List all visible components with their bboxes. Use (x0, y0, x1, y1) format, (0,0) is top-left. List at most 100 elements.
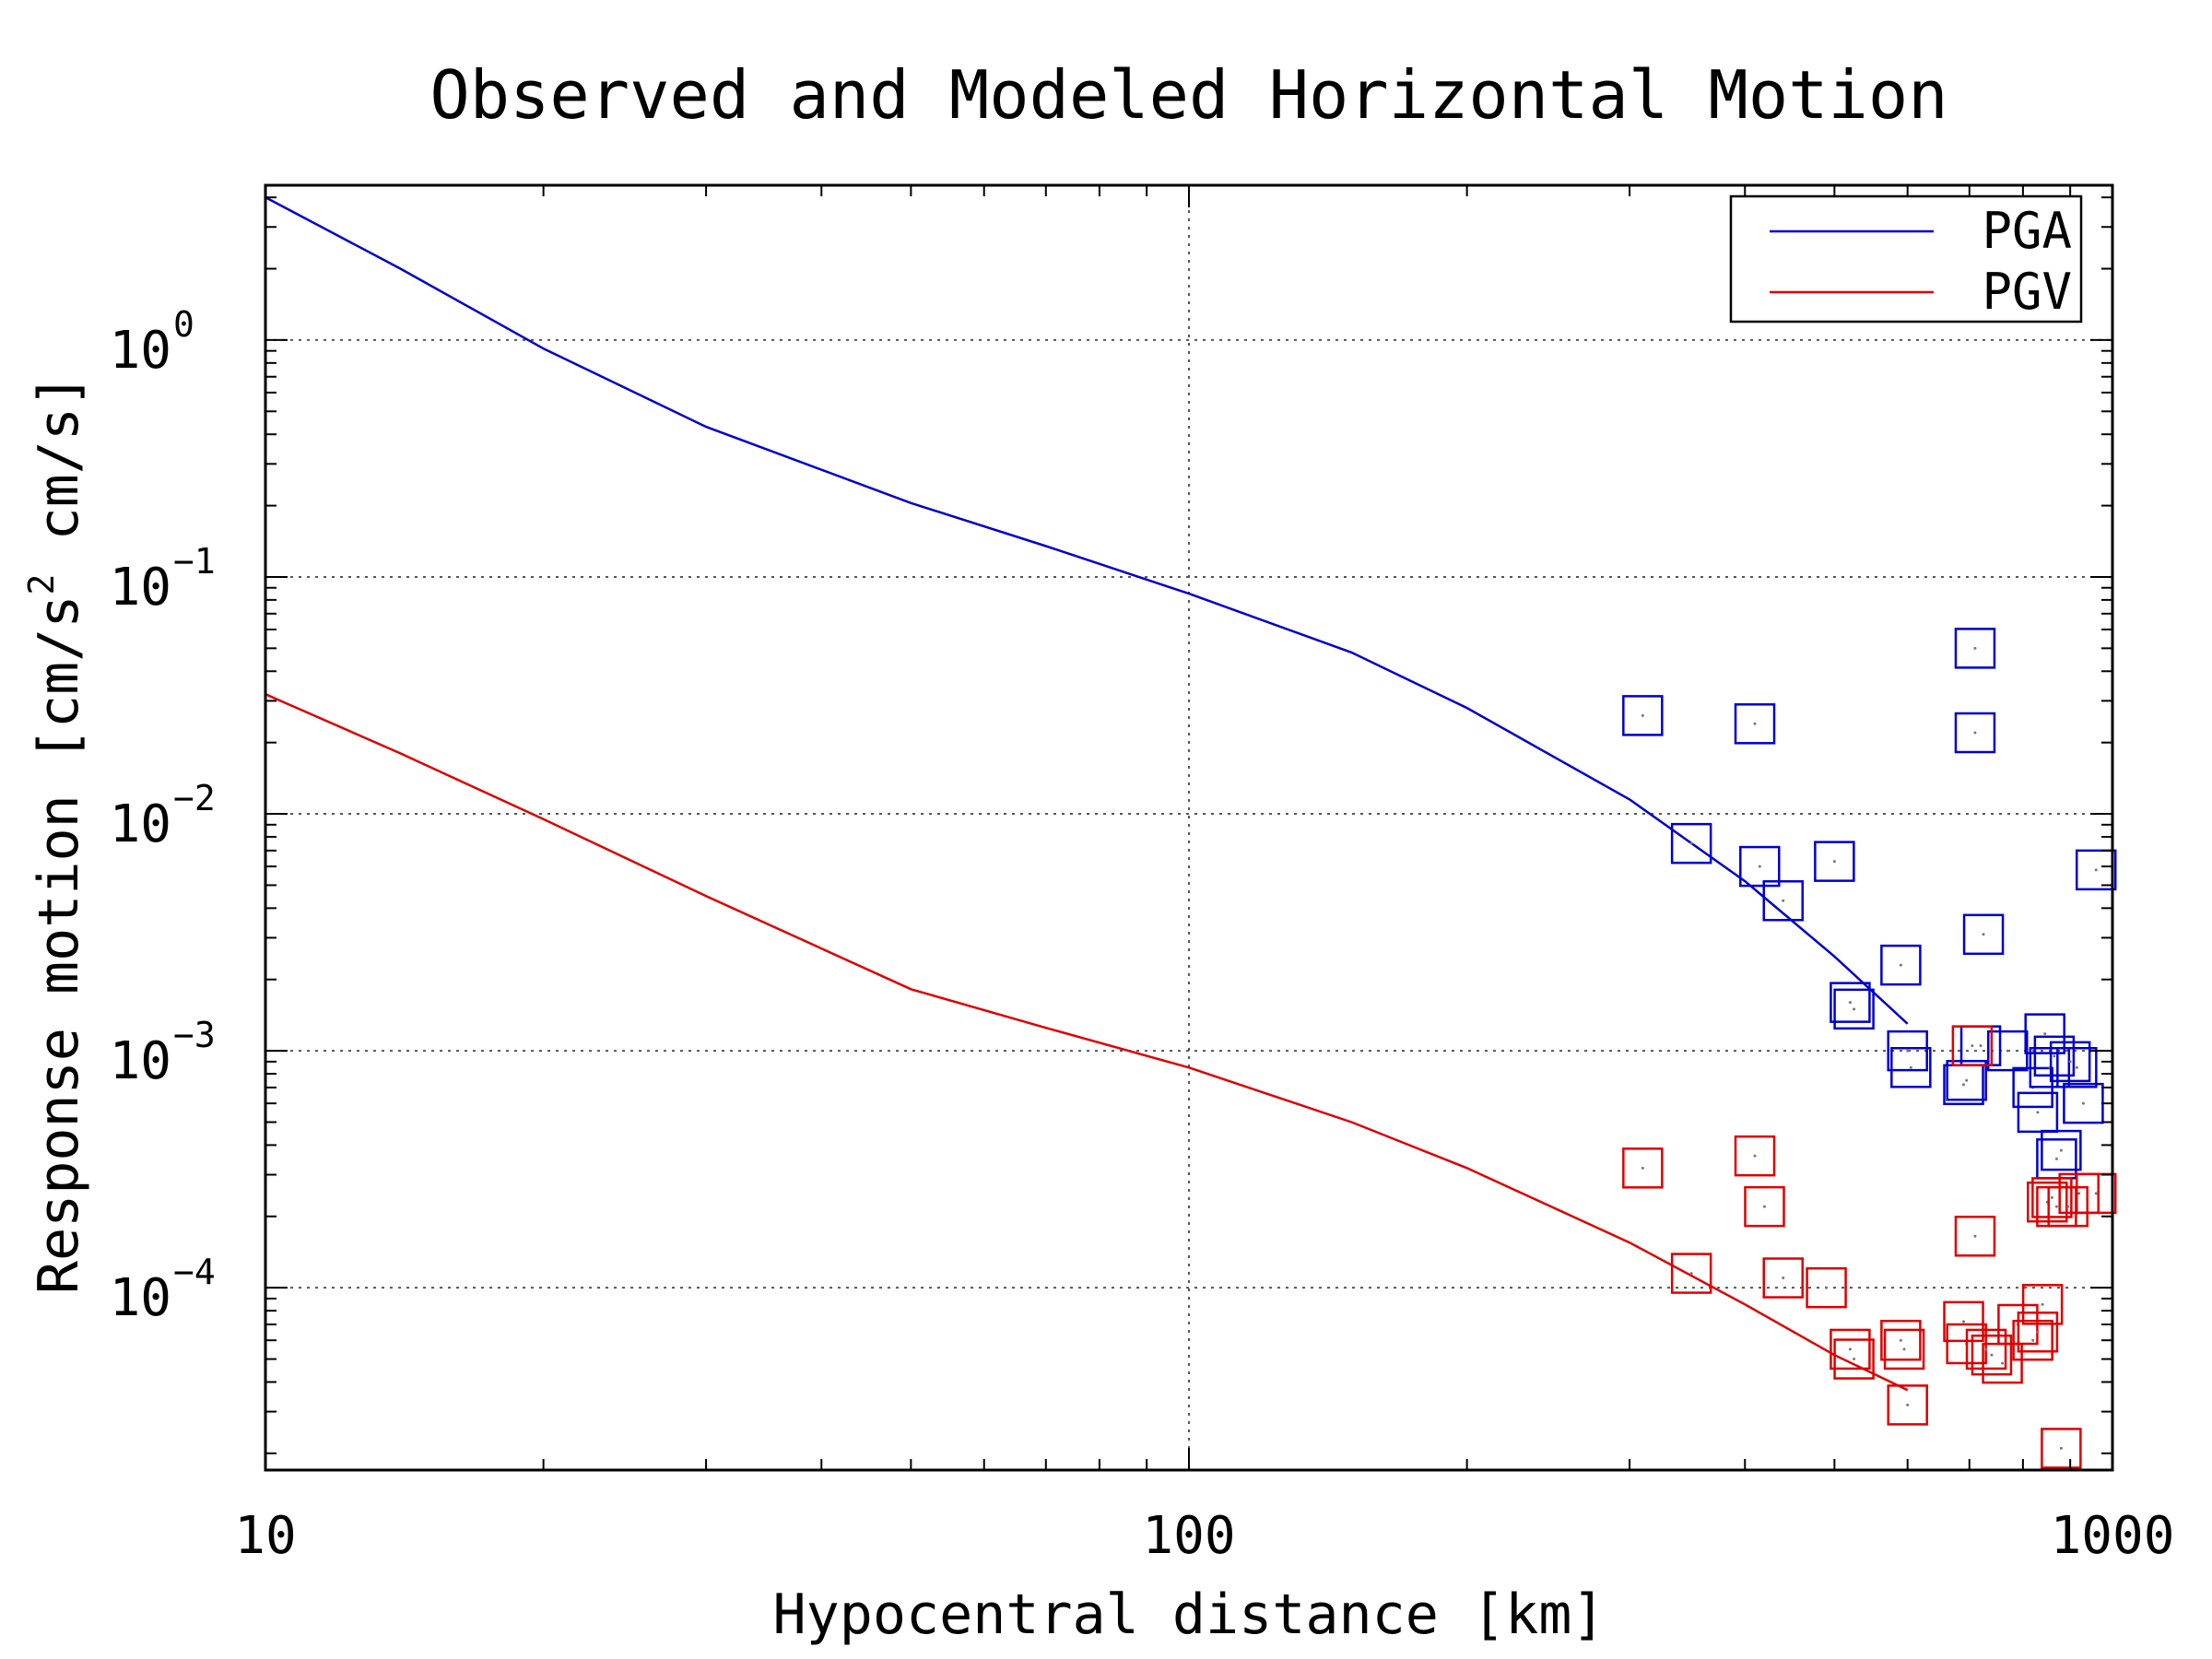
data-point-center (2036, 1111, 2040, 1114)
data-point-pgv (2075, 1172, 2117, 1215)
data-point-pga (1833, 988, 1875, 1030)
data-point-pga (1670, 822, 1712, 865)
data-point-pgv (1965, 1328, 2007, 1371)
data-point-pgv (2017, 1312, 2059, 1353)
data-point-center (2075, 1065, 2078, 1069)
data-point-pgv (1670, 1253, 1712, 1294)
observations-pgv (1622, 1025, 2117, 1469)
observations (1622, 628, 2117, 1469)
data-point-pgv (2012, 1319, 2053, 1361)
data-point-pga (1734, 703, 1776, 745)
y-tick-label: 10 (110, 558, 171, 618)
data-point-center (1753, 1154, 1757, 1158)
data-point-pgv (1830, 1328, 1871, 1371)
data-point-pga (1890, 1047, 1932, 1088)
data-point-center (2059, 1446, 2063, 1450)
y-tick-label: 10 (110, 321, 171, 381)
data-point-pgv (2031, 1177, 2073, 1218)
x-axis-label: Hypocentral distance [km] (772, 1583, 1605, 1647)
chart-title: Observed and Modeled Horizontal Motion (429, 56, 1947, 134)
data-point-center (1982, 933, 1985, 936)
y-axis-label-sup: 2 (21, 574, 62, 595)
data-point-center (2081, 1101, 2085, 1105)
data-point-pga (2056, 1047, 2098, 1088)
data-point-pgv (1880, 1319, 1922, 1361)
data-point-center (1782, 899, 1785, 902)
data-point-center (1909, 1065, 1912, 1069)
data-point-center (1990, 1353, 1994, 1357)
data-point-center (1758, 865, 1761, 868)
plot-frame (264, 183, 2114, 1472)
series-line-pgv (265, 693, 1909, 1392)
data-point-center (1689, 841, 1693, 845)
data-point-pga (2049, 1041, 2091, 1083)
data-point-pga (2029, 1047, 2071, 1088)
y-axis-label-main: Response motion [cm/s (27, 595, 91, 1295)
data-point-pga (1739, 845, 1781, 888)
data-point-pgv (2021, 1284, 2064, 1325)
data-point-pgv (1954, 1216, 1996, 1257)
data-point-pgv (1951, 1025, 1994, 1066)
data-point-center (1753, 722, 1757, 725)
y-tick-label: 10 (110, 794, 171, 854)
data-point-center (1973, 1234, 1977, 1238)
model-lines (265, 195, 1909, 1392)
data-point-pga (1954, 712, 1996, 754)
data-point-center (1782, 1277, 1785, 1280)
data-point-pga (1987, 1030, 2029, 1072)
data-point-center (1825, 1286, 1829, 1289)
data-point-center (1965, 1078, 1969, 1082)
data-point-center (1979, 1044, 1983, 1048)
data-point-pgv (1744, 1185, 1785, 1228)
data-point-center (2094, 1192, 2098, 1195)
data-point-center (1906, 1403, 1910, 1406)
x-tick-label: 10 (234, 1506, 296, 1566)
data-point-center (1902, 1347, 1906, 1351)
data-point-center (2077, 1192, 2081, 1195)
data-point-pga (1814, 841, 1855, 882)
data-point-pga (2075, 849, 2117, 891)
data-point-pga (1887, 1030, 1928, 1072)
data-point-pga (1830, 982, 1871, 1023)
data-point-center (1848, 1001, 1852, 1005)
data-point-pga (1954, 628, 1996, 669)
data-point-center (2094, 868, 2098, 872)
data-point-pga (1762, 880, 1804, 922)
data-point-center (1853, 1007, 1856, 1011)
observations-pga (1622, 628, 2117, 1180)
y-tick-exponent: 0 (173, 304, 194, 345)
data-point-center (1962, 1083, 1966, 1087)
data-point-pga (1946, 1059, 1987, 1101)
data-point-center (1971, 1044, 1974, 1048)
data-point-center (2036, 1330, 2040, 1334)
data-point-center (1641, 1166, 1644, 1170)
data-point-center (2054, 1157, 2058, 1160)
data-point-pgv (1943, 1300, 1984, 1343)
y-axis-label-tail: cm/s] (27, 374, 91, 574)
data-point-center (2066, 1205, 2070, 1208)
data-point-center (2031, 1338, 2035, 1342)
data-point-center (2043, 1032, 2047, 1036)
data-point-center (2054, 1205, 2058, 1208)
data-point-center (2068, 1060, 2072, 1064)
data-point-pga (1622, 695, 1664, 736)
data-point-pga (2024, 1013, 2065, 1054)
data-point-pgv (2047, 1185, 2088, 1228)
data-point-center (2053, 1054, 2056, 1058)
legend-label-pga: PGA (1982, 202, 2072, 260)
data-point-pgv (1883, 1328, 1925, 1371)
data-point-center (1689, 1272, 1693, 1276)
data-point-center (1832, 860, 1836, 864)
series-line-pga (265, 195, 1909, 1025)
y-tick-exponent: −2 (173, 778, 216, 818)
data-point-pgv (1971, 1334, 2013, 1376)
data-point-center (2001, 1361, 2005, 1365)
y-tick-label: 10 (110, 1031, 171, 1091)
data-point-pgv (1887, 1384, 1928, 1426)
data-point-center (2050, 1195, 2053, 1199)
data-point-pgv (2027, 1181, 2068, 1223)
y-tick-exponent: −4 (173, 1252, 216, 1292)
